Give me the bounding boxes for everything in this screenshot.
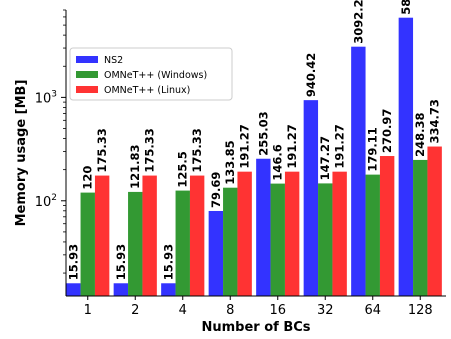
- bar: [189, 175, 205, 296]
- data-label: 334.73: [428, 99, 442, 143]
- data-label: 175.33: [190, 128, 204, 172]
- data-label: 121.83: [128, 145, 142, 189]
- x-tick-label: 1: [84, 303, 92, 318]
- data-label: 120: [81, 166, 95, 190]
- bar: [427, 146, 442, 296]
- bar: [284, 171, 300, 296]
- data-label: 146.6: [271, 144, 285, 180]
- y-tick-label: 103: [35, 89, 57, 106]
- bar: [398, 17, 414, 297]
- x-tick-label: 8: [226, 303, 234, 318]
- data-label: 175.33: [95, 128, 109, 172]
- bar: [365, 174, 380, 296]
- legend-label: OMNeT++ (Windows): [104, 70, 207, 81]
- data-label: 940.42: [304, 53, 318, 97]
- data-label: 3092.24: [351, 0, 365, 44]
- data-label: 5897.57: [399, 0, 413, 15]
- legend-frame: [69, 47, 233, 101]
- bar: [94, 175, 110, 296]
- data-label: 175.33: [143, 128, 157, 172]
- data-label: 125.5: [176, 151, 190, 187]
- bar: [161, 283, 176, 296]
- data-label: 191.27: [333, 124, 347, 168]
- x-ticks-layer: 1 2 4 8 16 32 64 128: [84, 296, 433, 318]
- data-label: 15.93: [66, 244, 80, 280]
- bar: [113, 283, 129, 296]
- x-tick-label: 64: [364, 303, 381, 318]
- x-axis-label: Number of BCs: [201, 320, 310, 335]
- bar: [223, 187, 238, 296]
- bar: [175, 190, 190, 296]
- bar: [318, 183, 333, 296]
- y-axis-label: Memory usage [MB]: [14, 80, 29, 227]
- axes-layer: [65, 10, 446, 297]
- x-tick-label: 2: [131, 303, 139, 318]
- data-label: 133.85: [223, 140, 237, 184]
- legend-swatch: [76, 56, 98, 63]
- legend-swatch: [76, 86, 98, 93]
- data-label: 255.03: [256, 111, 270, 155]
- data-label: 270.97: [380, 109, 394, 153]
- bar: [256, 158, 271, 296]
- data-label: 15.93: [114, 244, 128, 280]
- bars-layer: [66, 17, 442, 297]
- x-tick-label: 4: [179, 303, 187, 318]
- data-label: 179.11: [366, 127, 380, 171]
- data-label: 15.93: [161, 244, 175, 280]
- data-label: 248.38: [413, 113, 427, 157]
- x-tick-label: 128: [408, 303, 433, 318]
- bar: [332, 171, 347, 296]
- legend-label: OMNeT++ (Linux): [104, 85, 190, 96]
- bar: [80, 192, 95, 296]
- legend: NS2 OMNeT++ (Windows) OMNeT++ (Linux): [69, 47, 233, 101]
- bar: [208, 210, 224, 296]
- legend-label: NS2: [104, 55, 123, 66]
- data-label: 191.27: [285, 124, 299, 168]
- bar: [303, 100, 319, 297]
- bar: [142, 175, 157, 296]
- bar: [270, 183, 285, 296]
- bar: [66, 283, 81, 296]
- x-tick-label: 16: [269, 303, 286, 318]
- y-tick-label: 102: [35, 193, 57, 210]
- bar: [379, 156, 395, 296]
- bar: [413, 159, 428, 296]
- bar: [237, 171, 252, 296]
- data-label: 79.69: [209, 172, 223, 208]
- data-label: 147.27: [318, 136, 332, 180]
- data-label: 191.27: [238, 124, 252, 168]
- y-ticks-layer: 102 103: [35, 9, 66, 274]
- bar: [351, 46, 366, 297]
- x-tick-label: 32: [317, 303, 334, 318]
- bar: [128, 191, 143, 296]
- legend-swatch: [76, 71, 98, 78]
